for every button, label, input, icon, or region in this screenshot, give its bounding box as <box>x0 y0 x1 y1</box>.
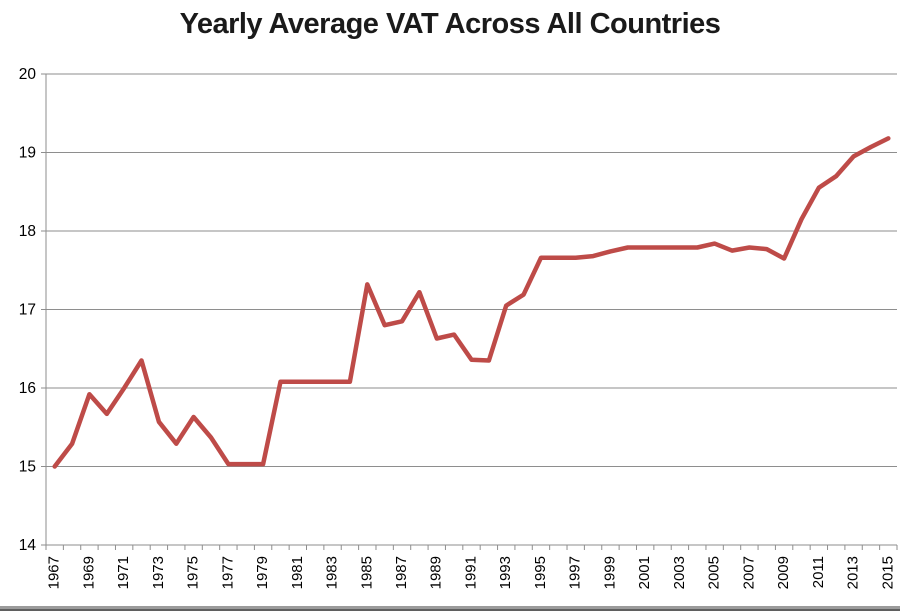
x-tick-label: 1983 <box>324 556 341 589</box>
x-tick-label: 1995 <box>532 556 549 589</box>
x-tick-label: 2009 <box>775 556 792 589</box>
x-tick-label: 1981 <box>289 556 306 589</box>
x-tick-label: 1979 <box>254 556 271 589</box>
x-tick-label: 2005 <box>706 556 723 589</box>
x-tick-label: 1967 <box>46 556 63 589</box>
x-tick-label: 1969 <box>80 556 97 589</box>
window-bottom-border-top <box>0 606 900 609</box>
x-tick-label: 1971 <box>115 556 132 589</box>
y-tick-label: 15 <box>19 459 36 476</box>
x-tick-label: 1977 <box>219 556 236 589</box>
y-tick-label: 20 <box>19 66 37 83</box>
x-tick-label: 2015 <box>879 556 896 589</box>
chart-title: Yearly Average VAT Across All Countries <box>179 8 721 40</box>
x-tick-label: 1989 <box>428 556 445 589</box>
x-tick-label: 1975 <box>185 556 202 589</box>
x-tick-label: 1987 <box>393 556 410 589</box>
x-tick-label: 1985 <box>358 556 375 589</box>
y-tick-label: 14 <box>19 537 37 554</box>
y-tick-label: 18 <box>19 223 36 240</box>
x-tick-label: 2001 <box>636 556 653 589</box>
x-tick-label: 1997 <box>567 556 584 589</box>
x-tick-label: 1991 <box>462 556 479 589</box>
x-tick-label: 1993 <box>497 556 514 589</box>
x-tick-label: 2007 <box>740 556 757 589</box>
x-tick-label: 2013 <box>845 556 862 589</box>
window-bottom-border <box>0 606 900 611</box>
y-tick-label: 16 <box>19 380 36 397</box>
window-bottom-border-edge <box>0 609 900 611</box>
x-tick-label: 1973 <box>150 556 167 589</box>
x-tick-label: 1999 <box>601 556 618 589</box>
y-tick-label: 19 <box>19 145 36 162</box>
x-tick-label: 2011 <box>810 556 827 588</box>
y-tick-label: 17 <box>19 302 36 319</box>
x-tick-label: 2003 <box>671 556 688 589</box>
vat-series-line <box>52 136 891 469</box>
